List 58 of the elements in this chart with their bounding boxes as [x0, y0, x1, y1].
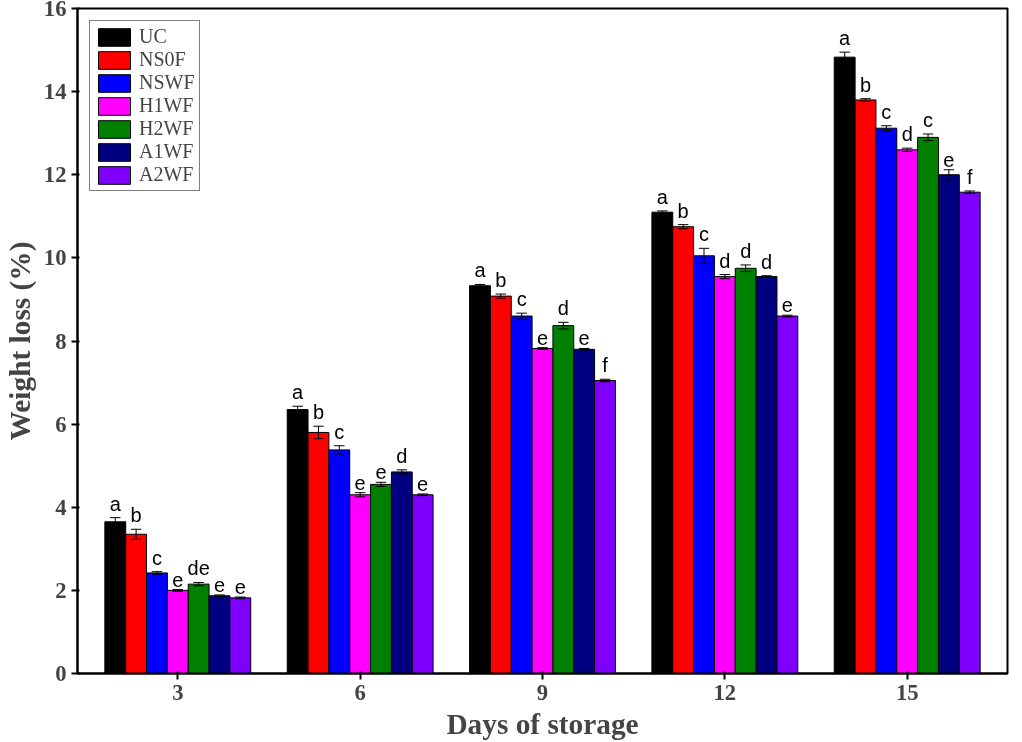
y-axis-title: Weight loss (%) [3, 241, 37, 441]
data-label: e [213, 573, 226, 596]
legend-label: A2WF [139, 163, 194, 186]
legend-label: NSWF [139, 71, 195, 94]
data-label: b [312, 401, 325, 424]
data-label: b [859, 73, 872, 96]
data-label: e [417, 472, 429, 495]
data-label: b [677, 199, 689, 222]
x-tick-label: 3 [172, 679, 184, 705]
y-tick-label: 2 [55, 577, 67, 603]
x-tick-label: 12 [713, 679, 737, 705]
x-tick-label: 15 [895, 679, 919, 705]
data-label: d [740, 239, 752, 262]
data-label: c [334, 420, 345, 443]
data-label: de [187, 557, 210, 580]
data-label: b [495, 269, 507, 292]
x-tick-label: 9 [536, 679, 549, 705]
data-label: b [130, 504, 142, 527]
data-label: c [151, 546, 162, 569]
data-label: e [354, 471, 366, 494]
data-label: c [881, 100, 892, 123]
data-label: d [901, 123, 913, 146]
data-label: c [516, 288, 527, 311]
data-label: d [760, 250, 773, 273]
data-label: d [719, 249, 731, 272]
data-label: e [781, 294, 793, 317]
y-tick-label: 0 [55, 661, 67, 686]
data-label: d [396, 444, 408, 467]
data-label: e [943, 148, 955, 171]
data-label: a [656, 185, 669, 208]
data-label: c [923, 109, 934, 132]
y-tick-label: 16 [43, 0, 67, 21]
x-tick-label: 6 [354, 679, 366, 705]
data-label: d [557, 297, 569, 320]
legend-label: A1WF [139, 140, 194, 163]
data-label: e [375, 461, 387, 484]
data-label: f [602, 354, 609, 377]
legend-label: H2WF [139, 117, 194, 140]
legend-label: NS0F [139, 48, 186, 71]
data-label: e [578, 327, 590, 350]
data-label: a [474, 259, 487, 282]
data-label: e [536, 326, 549, 349]
legend-label: H1WF [139, 94, 194, 117]
data-label: a [839, 27, 852, 50]
data-label: f [966, 165, 973, 188]
legend-label: UC [139, 25, 167, 48]
data-label: e [172, 568, 184, 591]
y-tick-label: 12 [43, 162, 67, 188]
y-tick-label: 8 [55, 328, 67, 354]
data-label: a [109, 492, 122, 515]
y-tick-label: 10 [43, 245, 67, 271]
data-label: c [699, 223, 710, 246]
x-axis-title: Days of storage [446, 707, 639, 740]
y-tick-label: 14 [43, 79, 67, 105]
y-tick-label: 4 [55, 494, 67, 520]
data-label: a [292, 381, 305, 404]
data-label: e [234, 576, 246, 599]
y-tick-label: 6 [55, 411, 67, 437]
